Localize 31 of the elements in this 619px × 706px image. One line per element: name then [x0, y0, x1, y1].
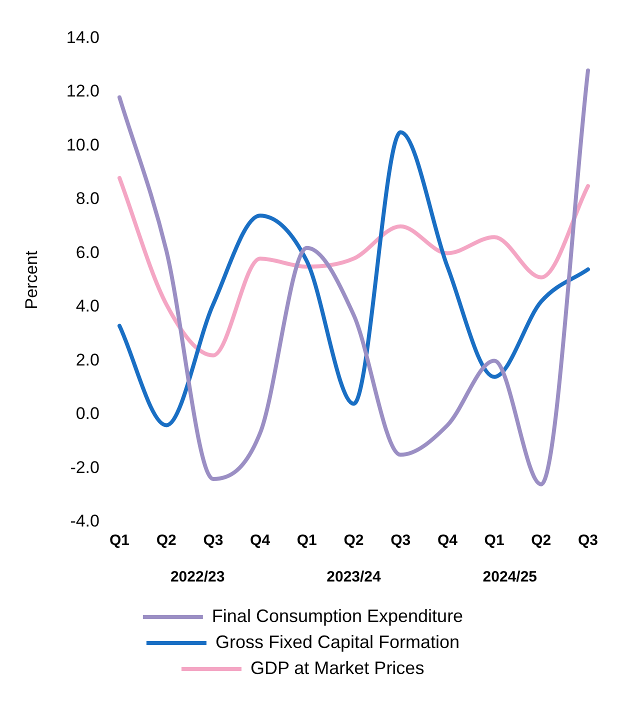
legend-label: Gross Fixed Capital Formation [215, 632, 460, 652]
y-tick-label: 0.0 [76, 404, 100, 424]
text: 2022/23 [170, 568, 225, 586]
x-tick-label: Q1 [109, 532, 130, 550]
line-series [117, 130, 590, 428]
line-series [117, 68, 590, 486]
y-tick-label: -4.0 [70, 512, 100, 531]
x-tick-label: Q2 [156, 532, 176, 550]
y-tick-label: 14.0 [66, 28, 100, 47]
x-tick-label: Q3 [578, 532, 598, 550]
text: 2024/25 [482, 568, 538, 586]
y-tick-label: 12.0 [66, 82, 100, 101]
y-tick-label: 6.0 [76, 242, 100, 262]
x-tick-label: Q4 [437, 532, 458, 550]
text: 2023/24 [326, 568, 382, 586]
x-tick-label: Q4 [250, 532, 271, 550]
x-tick-label: Q1 [484, 532, 504, 550]
y-tick-label: -2.0 [70, 458, 100, 477]
x-tick-label: Q2 [344, 532, 364, 550]
y-tick-label: 4.0 [76, 296, 100, 316]
y-axis-title: Percent [22, 250, 41, 310]
y-tick-label: 8.0 [76, 189, 100, 208]
legend-label: Final Consumption Expenditure [212, 606, 464, 626]
x-tick-label: Q1 [296, 532, 317, 550]
x-tick-label: Q3 [390, 532, 411, 550]
x-tick-label: Q3 [203, 532, 224, 550]
line-series [117, 176, 590, 358]
x-tick-label: Q2 [531, 532, 552, 550]
y-tick-label: 10.0 [66, 135, 100, 154]
legend-label: GDP at Market Prices [250, 658, 424, 678]
y-tick-label: 2.0 [76, 350, 100, 370]
